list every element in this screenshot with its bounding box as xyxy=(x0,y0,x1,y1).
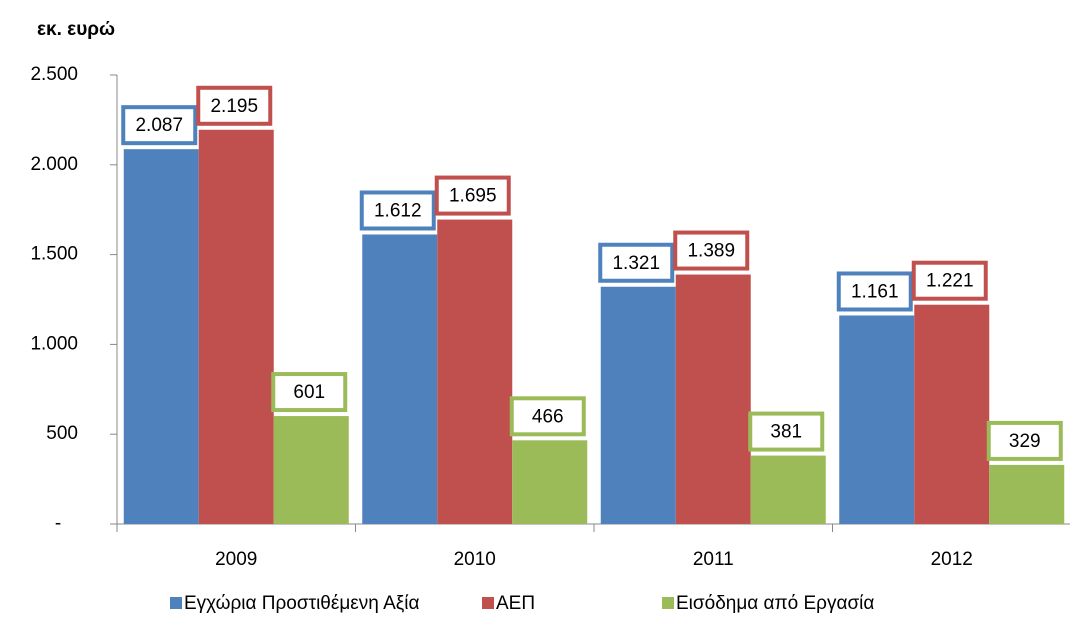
y-tick-label: 500 xyxy=(46,423,78,444)
value-label: 2.087 xyxy=(135,115,183,136)
bar xyxy=(437,219,513,524)
legend-label: Εισόδημα από Εργασία xyxy=(676,593,874,614)
value-label: 2.195 xyxy=(210,96,258,117)
bar xyxy=(198,129,274,524)
bar xyxy=(750,455,826,524)
y-tick-label: - xyxy=(55,513,61,534)
bar xyxy=(123,149,199,524)
value-label: 1.695 xyxy=(449,186,497,207)
x-tick-label: 2011 xyxy=(693,549,734,570)
legend-label: ΑΕΠ xyxy=(496,593,535,614)
value-label: 466 xyxy=(532,406,564,427)
bar xyxy=(600,286,676,524)
value-label: 1.321 xyxy=(612,253,660,274)
legend-label: Εγχώρια Προστιθέμενη Αξία xyxy=(184,593,419,614)
x-tick-label: 2009 xyxy=(215,549,257,570)
value-label-box xyxy=(986,420,1063,461)
value-label: 1.221 xyxy=(926,271,974,292)
bar xyxy=(914,304,990,524)
legend-swatch xyxy=(662,597,674,609)
value-label: 329 xyxy=(1009,431,1041,452)
value-label: 1.161 xyxy=(851,282,899,303)
legend-swatch xyxy=(482,597,494,609)
value-label-box xyxy=(911,260,988,301)
value-label-box xyxy=(598,242,675,283)
x-tick-label: 2010 xyxy=(454,549,496,570)
value-label-box xyxy=(673,230,750,271)
y-tick-label: 2.500 xyxy=(30,64,78,85)
chart-title: εκ. ευρώ xyxy=(37,19,115,40)
bar xyxy=(362,234,438,524)
y-tick-label: 1.000 xyxy=(30,333,78,354)
bar xyxy=(273,416,349,524)
value-label-box xyxy=(271,372,348,413)
y-tick-label: 1.500 xyxy=(30,244,78,265)
value-label-box xyxy=(359,190,436,231)
value-label-box xyxy=(836,271,913,312)
bar xyxy=(675,274,751,524)
value-label-box xyxy=(509,396,586,437)
value-label-box xyxy=(196,85,273,126)
bar xyxy=(989,464,1065,524)
value-label: 1.612 xyxy=(374,201,422,222)
bar xyxy=(512,440,588,524)
legend-swatch xyxy=(170,597,182,609)
value-label-box xyxy=(434,175,511,216)
value-label: 1.389 xyxy=(687,241,735,262)
value-label-box xyxy=(121,105,198,146)
x-tick-label: 2012 xyxy=(931,549,973,570)
y-tick-label: 2.000 xyxy=(30,154,78,175)
value-label: 601 xyxy=(293,382,325,403)
bar xyxy=(839,315,915,524)
value-label-box xyxy=(748,411,825,452)
value-label: 381 xyxy=(770,422,802,443)
